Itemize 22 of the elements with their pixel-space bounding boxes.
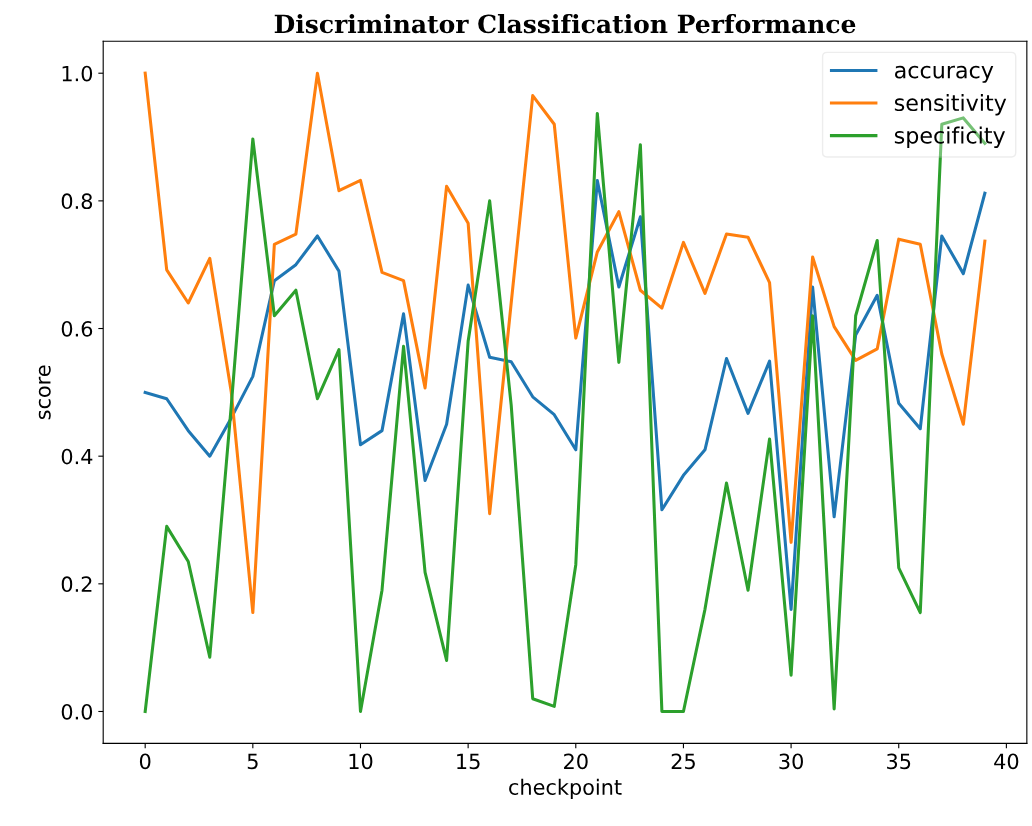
y-tick-label: 0.0 bbox=[61, 703, 93, 720]
x-tick-label: 20 bbox=[564, 753, 588, 770]
legend-label: accuracy bbox=[895, 65, 994, 83]
y-tick-label: 0.8 bbox=[61, 193, 93, 210]
chart-title: Discriminator Classification Performance bbox=[274, 13, 856, 34]
x-tick-label: 10 bbox=[349, 753, 373, 770]
x-axis-title: checkpoint bbox=[509, 778, 622, 799]
x-tick-label: 25 bbox=[671, 753, 695, 770]
x-tick-label: 0 bbox=[139, 753, 151, 770]
x-tick-label: 35 bbox=[887, 753, 911, 770]
x-tick-label: 15 bbox=[457, 753, 480, 770]
legend-label: specificity bbox=[894, 126, 1006, 149]
x-tick-label: 30 bbox=[779, 753, 803, 770]
y-axis-title: score bbox=[38, 365, 51, 420]
x-tick-label: 40 bbox=[994, 753, 1019, 770]
y-tick-label: 0.6 bbox=[61, 320, 93, 337]
line-series bbox=[143, 178, 987, 611]
y-tick-label: 1.0 bbox=[62, 65, 93, 82]
y-tick-label: 0.4 bbox=[61, 448, 93, 465]
legend-label: sensitivity bbox=[894, 93, 1007, 116]
y-tick-label: 0.2 bbox=[61, 576, 92, 593]
x-tick-label: 5 bbox=[247, 753, 258, 770]
